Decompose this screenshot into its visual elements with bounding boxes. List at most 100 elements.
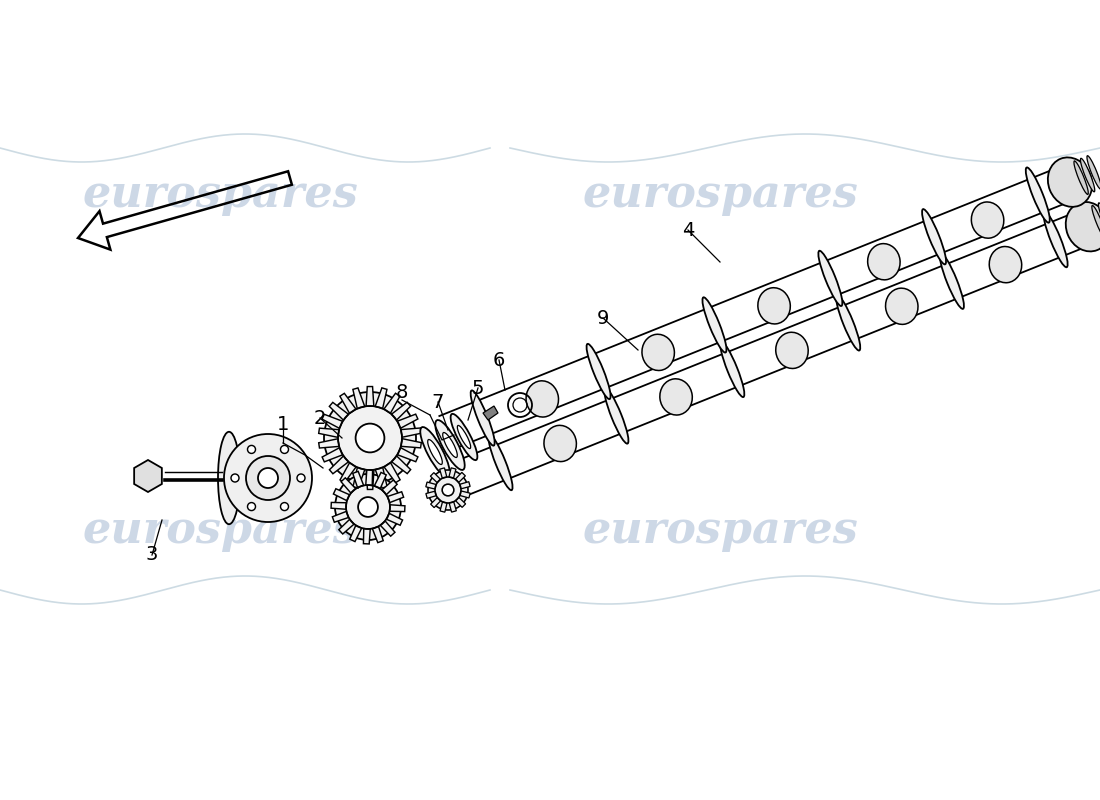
Ellipse shape: [442, 433, 458, 458]
Ellipse shape: [660, 379, 692, 415]
Ellipse shape: [471, 390, 495, 446]
Polygon shape: [392, 456, 410, 474]
Polygon shape: [397, 448, 418, 462]
Text: 9: 9: [597, 309, 609, 327]
Circle shape: [280, 446, 288, 454]
Polygon shape: [387, 492, 404, 502]
Text: 6: 6: [493, 350, 505, 370]
Text: 7: 7: [432, 393, 444, 411]
Ellipse shape: [420, 427, 450, 477]
Ellipse shape: [836, 295, 860, 350]
Polygon shape: [332, 511, 349, 522]
Polygon shape: [400, 438, 421, 448]
Polygon shape: [430, 498, 441, 508]
Polygon shape: [426, 491, 437, 498]
Text: eurospares: eurospares: [82, 174, 358, 217]
Ellipse shape: [758, 288, 790, 324]
Circle shape: [246, 456, 290, 500]
Text: eurospares: eurospares: [582, 509, 858, 551]
Ellipse shape: [1066, 202, 1100, 251]
Polygon shape: [389, 505, 405, 511]
Circle shape: [258, 468, 278, 488]
Ellipse shape: [1092, 206, 1100, 239]
Polygon shape: [449, 468, 456, 478]
Circle shape: [280, 502, 288, 510]
Ellipse shape: [939, 254, 964, 309]
Polygon shape: [449, 502, 456, 512]
Ellipse shape: [818, 250, 843, 306]
Polygon shape: [455, 472, 465, 482]
Polygon shape: [400, 428, 421, 438]
Polygon shape: [375, 467, 387, 488]
Polygon shape: [382, 480, 397, 494]
Polygon shape: [381, 521, 395, 536]
Ellipse shape: [1087, 156, 1100, 189]
Polygon shape: [374, 473, 386, 489]
Polygon shape: [460, 482, 470, 489]
Circle shape: [248, 502, 255, 510]
Polygon shape: [386, 514, 403, 526]
Polygon shape: [430, 473, 440, 482]
Polygon shape: [366, 386, 374, 406]
Polygon shape: [372, 526, 383, 542]
Ellipse shape: [720, 342, 745, 397]
Text: 8: 8: [396, 383, 408, 402]
Polygon shape: [322, 448, 343, 462]
Circle shape: [297, 474, 305, 482]
Circle shape: [359, 497, 378, 517]
Polygon shape: [440, 468, 447, 478]
Polygon shape: [483, 406, 498, 420]
Ellipse shape: [1044, 212, 1068, 267]
Polygon shape: [319, 438, 339, 448]
Ellipse shape: [1025, 167, 1049, 222]
Polygon shape: [329, 456, 349, 474]
Text: 5: 5: [472, 378, 484, 398]
Polygon shape: [392, 402, 410, 420]
Circle shape: [336, 474, 402, 540]
Polygon shape: [134, 460, 162, 492]
Ellipse shape: [886, 288, 918, 324]
Polygon shape: [340, 462, 356, 482]
Polygon shape: [340, 394, 356, 414]
Polygon shape: [341, 478, 355, 493]
Polygon shape: [455, 498, 465, 507]
Ellipse shape: [703, 298, 726, 353]
Polygon shape: [426, 482, 437, 489]
Ellipse shape: [586, 344, 611, 399]
Ellipse shape: [451, 414, 477, 460]
Circle shape: [428, 470, 468, 510]
Polygon shape: [384, 394, 400, 414]
Circle shape: [324, 392, 416, 484]
Ellipse shape: [1074, 161, 1088, 194]
Ellipse shape: [868, 244, 900, 280]
Circle shape: [224, 434, 312, 522]
Ellipse shape: [604, 388, 628, 444]
Text: 2: 2: [314, 409, 327, 427]
Ellipse shape: [488, 435, 513, 490]
Circle shape: [355, 424, 384, 452]
Ellipse shape: [776, 332, 808, 369]
Ellipse shape: [543, 426, 576, 462]
Ellipse shape: [458, 426, 471, 449]
Ellipse shape: [436, 420, 464, 470]
Polygon shape: [322, 414, 343, 428]
Polygon shape: [366, 470, 373, 486]
Polygon shape: [440, 502, 447, 512]
Ellipse shape: [922, 209, 946, 264]
Ellipse shape: [642, 334, 674, 370]
Ellipse shape: [218, 432, 240, 524]
Circle shape: [442, 484, 454, 496]
Polygon shape: [384, 462, 400, 482]
Text: 1: 1: [277, 414, 289, 434]
Polygon shape: [460, 491, 470, 498]
Circle shape: [231, 474, 239, 482]
Ellipse shape: [1080, 158, 1094, 192]
Ellipse shape: [1048, 158, 1092, 207]
Ellipse shape: [428, 439, 442, 465]
Text: 3: 3: [146, 546, 158, 565]
Ellipse shape: [526, 381, 559, 417]
Polygon shape: [319, 428, 339, 438]
Polygon shape: [339, 519, 354, 534]
Polygon shape: [397, 414, 418, 428]
Polygon shape: [366, 470, 374, 490]
